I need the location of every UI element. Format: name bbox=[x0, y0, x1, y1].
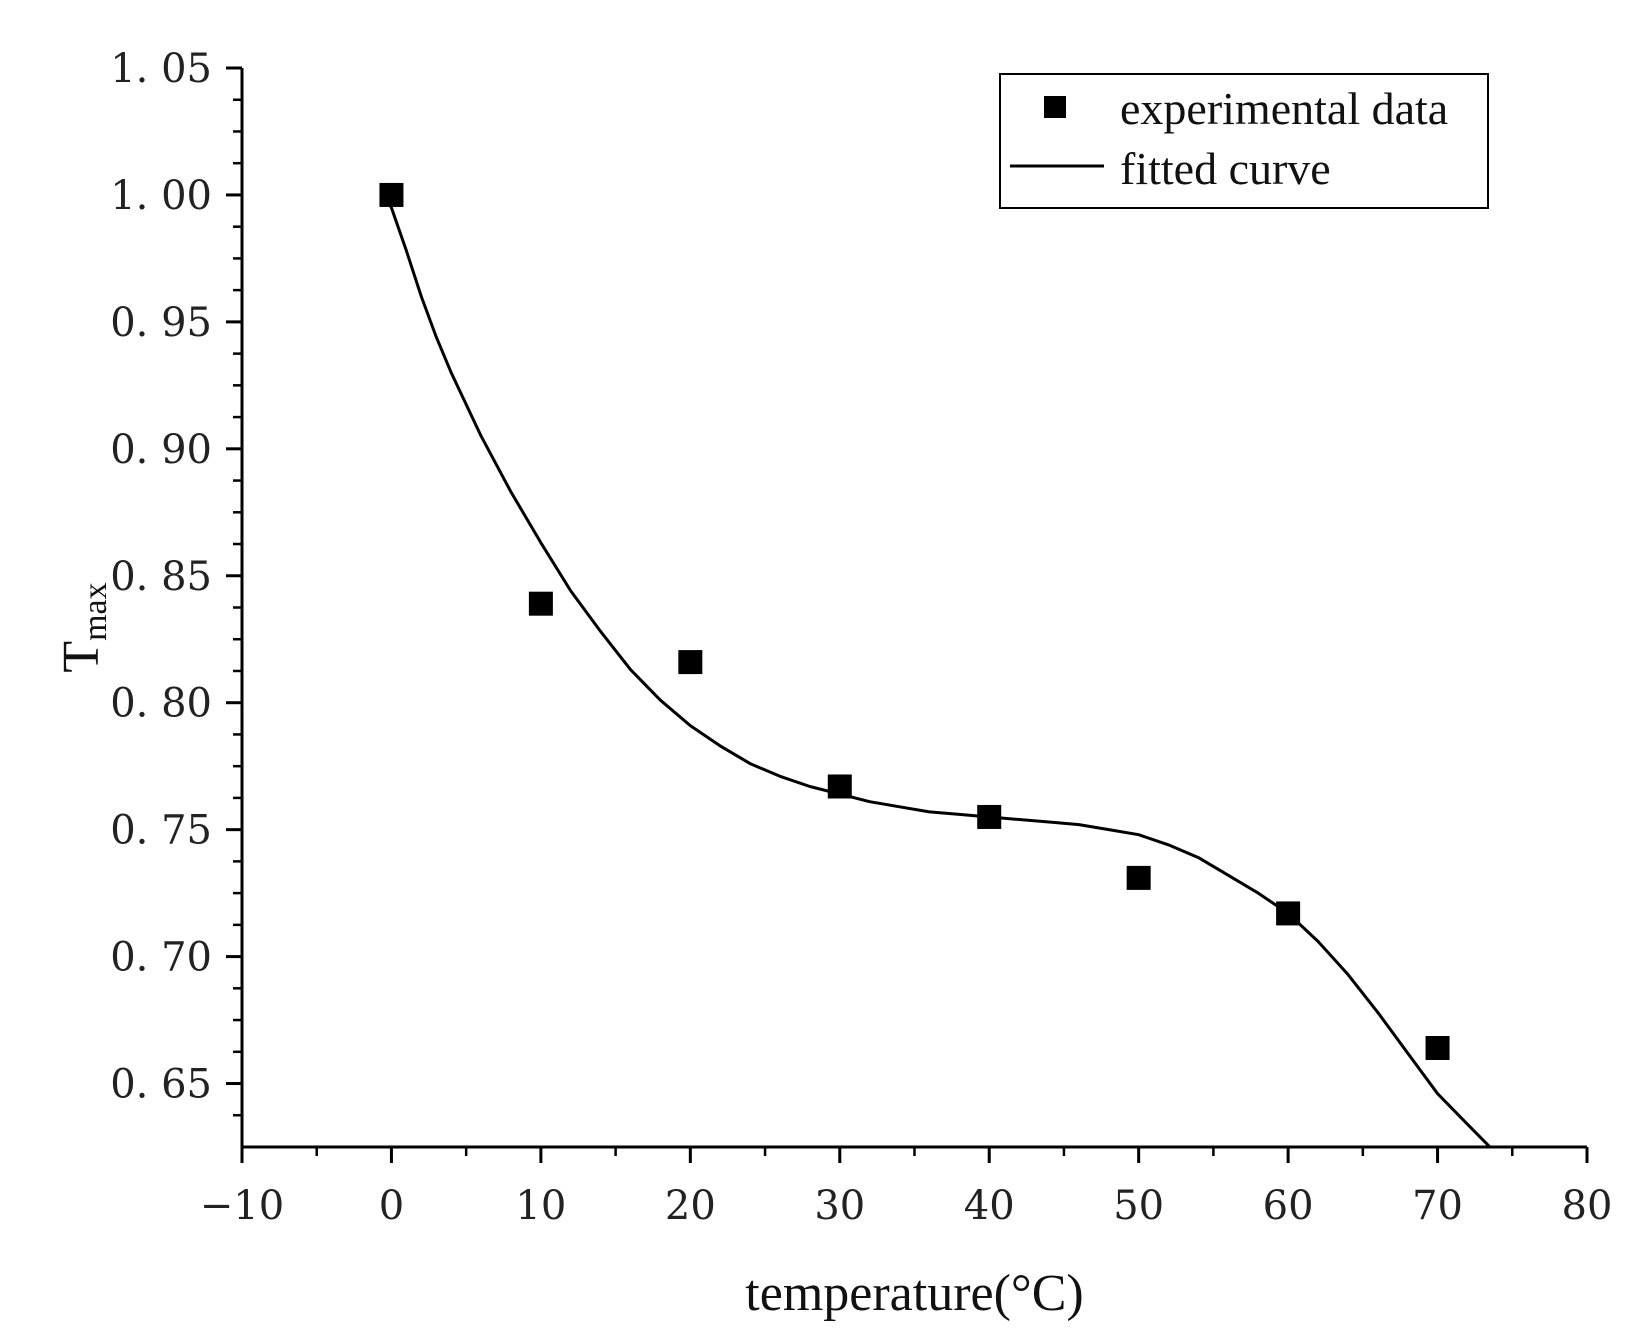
data-point bbox=[1425, 1035, 1450, 1060]
y-tick-label: 0. 85 bbox=[110, 554, 212, 600]
data-point bbox=[827, 774, 852, 799]
data-point bbox=[528, 591, 553, 616]
y-tick-label: 0. 80 bbox=[110, 681, 212, 727]
y-tick-label: 0. 75 bbox=[110, 808, 212, 854]
x-tick-label: 0 bbox=[379, 1183, 404, 1229]
x-tick-label: 50 bbox=[1113, 1183, 1164, 1229]
y-tick-label: 0. 95 bbox=[110, 300, 212, 346]
data-point bbox=[1276, 901, 1301, 926]
axes bbox=[240, 68, 1587, 1149]
legend-box bbox=[999, 73, 1489, 209]
data-point bbox=[678, 650, 703, 675]
x-tick-label: 70 bbox=[1412, 1183, 1463, 1229]
x-axis-title: temperature(°C) bbox=[745, 1265, 1083, 1322]
data-point bbox=[379, 182, 404, 207]
legend-label-fitted-curve: fitted curve bbox=[1120, 143, 1331, 194]
x-tick-label: 30 bbox=[814, 1183, 865, 1229]
legend: experimental data fitted curve bbox=[999, 73, 1489, 209]
x-tick-label: 80 bbox=[1562, 1183, 1613, 1229]
x-tick-label: 40 bbox=[964, 1183, 1015, 1229]
y-tick-label: 0. 65 bbox=[110, 1062, 212, 1108]
y-tick-label: 0. 90 bbox=[110, 427, 212, 473]
x-tick-label: −10 bbox=[200, 1183, 284, 1229]
fitted-curve-line bbox=[382, 194, 1491, 1149]
ticks: −10 0 10 20 30 40 50 60 70 80 0. 65 0. 70 0. 75 0. 80… bbox=[110, 46, 1612, 1229]
y-tick-label: 1. 05 bbox=[110, 46, 212, 92]
y-axis-title-subscript: max bbox=[77, 582, 114, 641]
x-tick-label: 60 bbox=[1263, 1183, 1314, 1229]
y-tick-label: 0. 70 bbox=[110, 935, 212, 981]
series bbox=[379, 182, 1491, 1149]
x-tick-label: 20 bbox=[665, 1183, 716, 1229]
data-point bbox=[1126, 865, 1151, 890]
y-tick-label: 1. 00 bbox=[110, 173, 212, 219]
x-tick-label: 10 bbox=[515, 1183, 566, 1229]
y-axis-title-main: T bbox=[53, 641, 110, 673]
legend-marker-square bbox=[1044, 96, 1066, 118]
data-point bbox=[977, 804, 1002, 829]
legend-label-experimental-data: experimental data bbox=[1120, 83, 1448, 134]
y-axis-title: Tmax bbox=[53, 582, 114, 672]
